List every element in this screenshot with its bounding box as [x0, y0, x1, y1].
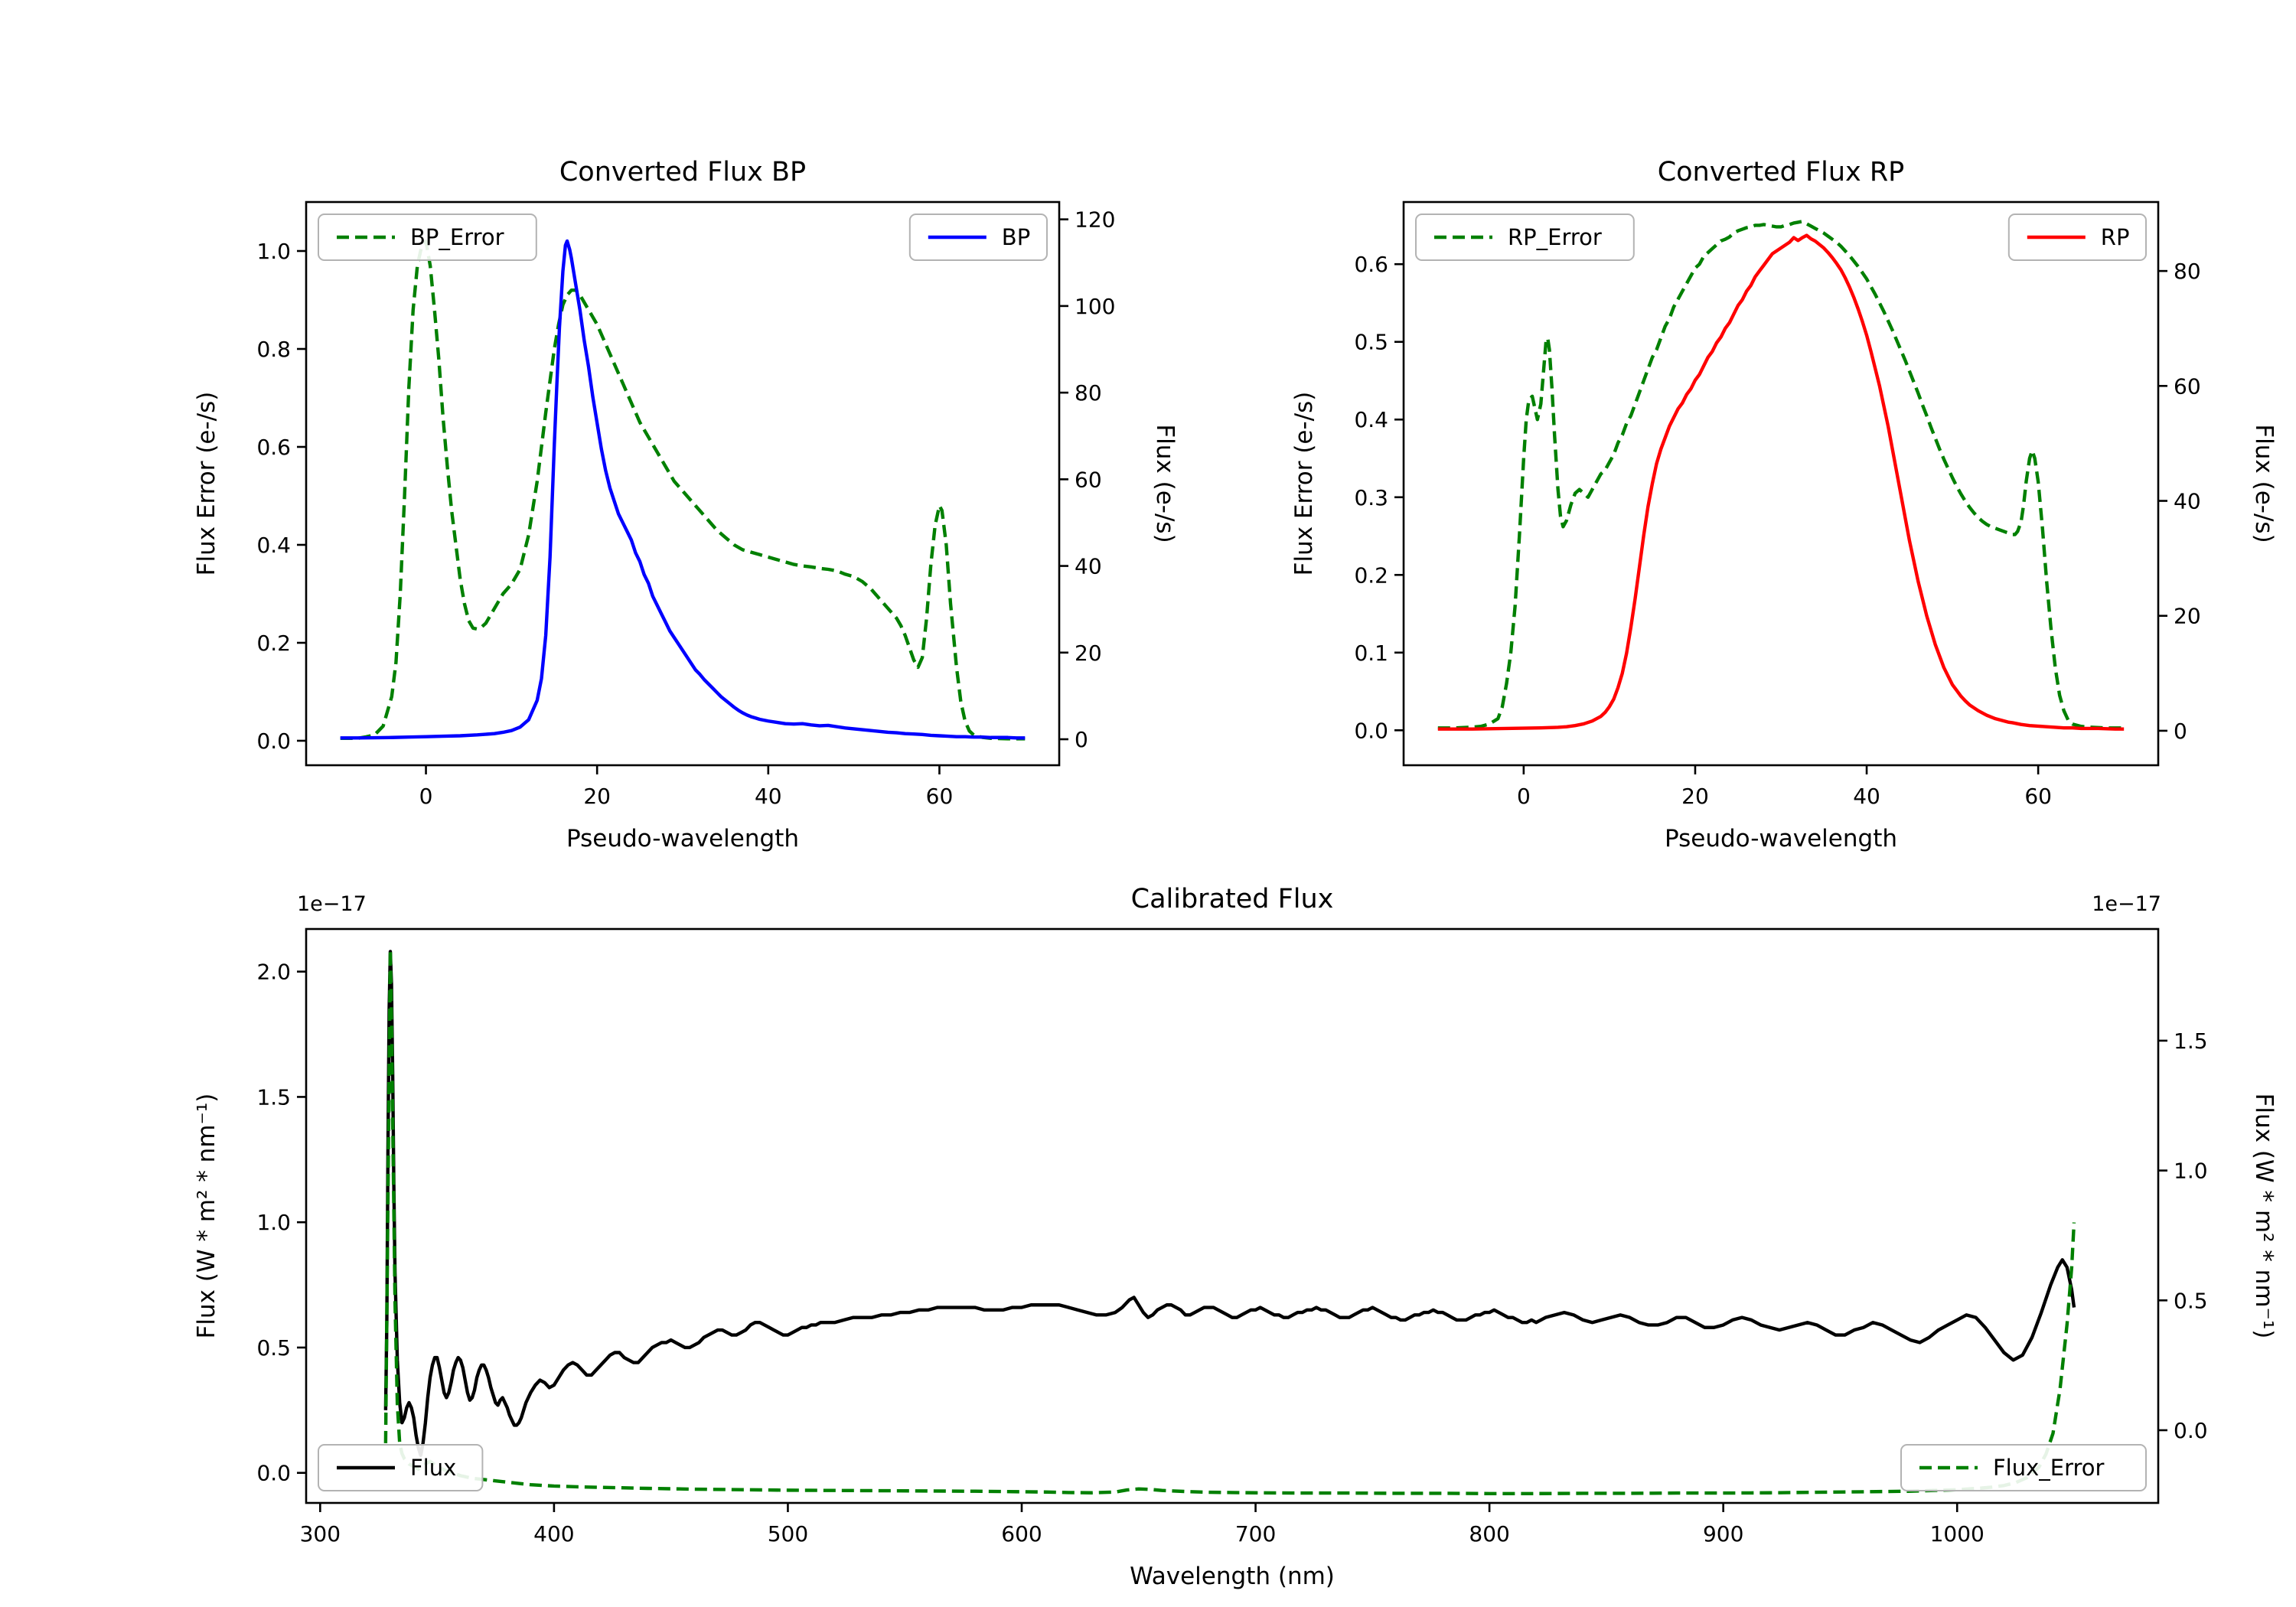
y-left-tick-label: 0.6 — [256, 435, 291, 460]
x-tick-label: 20 — [583, 784, 611, 809]
y-right-axis-label: Flux (e-/s) — [1151, 424, 1179, 543]
y-right-tick-label: 40 — [2174, 489, 2201, 514]
x-tick-label: 0 — [1517, 784, 1531, 809]
rp-line — [1437, 233, 2125, 731]
y-right-tick-label: 0.5 — [2174, 1288, 2208, 1313]
y-right-tick-label: 60 — [2174, 373, 2201, 399]
chart-cal: 300 400 500 600 700 800 900 1000 0.0 0.5 1.0 1.5 2.0… — [193, 884, 2278, 1590]
y-left-tick-label: 2.0 — [256, 960, 291, 985]
x-tick-label: 60 — [2024, 784, 2052, 809]
bp-line — [340, 239, 1026, 740]
y-right-axis-label: Flux (W * m² * nm⁻¹) — [2250, 1094, 2278, 1339]
flux_error-line — [383, 947, 2076, 1495]
legend-label: Flux — [410, 1455, 456, 1481]
legend-label: Flux_Error — [1993, 1455, 2105, 1481]
y-right-tick-label: 40 — [1075, 554, 1102, 579]
y-left-axis-label: Flux (W * m² * nm⁻¹) — [193, 1094, 220, 1339]
legend-label: RP — [2101, 224, 2130, 250]
x-axis-label: Pseudo-wavelength — [1665, 825, 1897, 852]
chart-title: Converted Flux RP — [1658, 157, 1905, 187]
y-right-tick-label: 80 — [1075, 380, 1102, 406]
legend-frame — [318, 1444, 484, 1491]
y-left-tick-label: 0.3 — [1354, 485, 1388, 510]
y-right-axis-label: Flux (e-/s) — [2250, 424, 2278, 543]
x-axis-label: Wavelength (nm) — [1130, 1563, 1335, 1590]
x-axis-label: Pseudo-wavelength — [566, 825, 799, 852]
legend-label: RP_Error — [1508, 224, 1602, 250]
y-right-tick-label: 0 — [2174, 719, 2187, 744]
x-tick-label: 0 — [419, 784, 433, 809]
x-tick-label: 400 — [533, 1521, 574, 1547]
y-right-tick-label: 120 — [1075, 207, 1115, 233]
y-left-tick-label: 0.1 — [1354, 641, 1388, 666]
x-tick-label: 700 — [1235, 1521, 1276, 1547]
y-right-tick-label: 0 — [1075, 727, 1088, 752]
y-left-tick-label: 0.2 — [1354, 562, 1388, 588]
chart-title: Calibrated Flux — [1131, 884, 1334, 914]
legend-frame — [318, 214, 537, 261]
x-tick-label: 600 — [1001, 1521, 1042, 1547]
legend-rp: RP — [2007, 214, 2148, 261]
x-tick-label: 40 — [755, 784, 782, 809]
legend-flux_error: Flux_Error — [1900, 1444, 2147, 1491]
x-tick-label: 900 — [1703, 1521, 1743, 1547]
x-tick-label: 40 — [1853, 784, 1880, 809]
x-tick-label: 1000 — [1930, 1521, 1985, 1547]
y-right-tick-label: 60 — [1075, 467, 1102, 492]
y-right-tick-label: 20 — [1075, 641, 1102, 666]
y-right-tick-label: 1.0 — [2174, 1159, 2208, 1184]
y-left-tick-label: 1.0 — [256, 239, 291, 264]
y-left-tick-label: 0.0 — [1354, 718, 1388, 743]
y-left-tick-label: 0.4 — [256, 533, 291, 558]
y-left-tick-label: 1.5 — [256, 1084, 291, 1110]
flux-line — [383, 950, 2076, 1457]
y-left-tick-label: 0.2 — [256, 631, 291, 656]
bp_error-line — [340, 240, 1026, 741]
x-tick-label: 60 — [926, 784, 954, 809]
y-left-tick-label: 0.0 — [256, 729, 291, 754]
y-right-tick-label: 80 — [2174, 259, 2201, 284]
y-right-tick-label: 100 — [1075, 294, 1115, 319]
legend-label: BP — [1002, 224, 1030, 250]
rp_error-line — [1437, 220, 2125, 730]
legend-frame — [1415, 214, 1635, 261]
legend-flux: Flux — [318, 1444, 484, 1491]
y-left-tick-label: 0.5 — [1354, 330, 1388, 355]
legend-bp_error: BP_Error — [318, 214, 537, 261]
y-right-tick-label: 0.0 — [2174, 1418, 2208, 1443]
y-left-axis-label: Flux Error (e-/s) — [1290, 392, 1318, 576]
x-tick-label: 800 — [1469, 1521, 1509, 1547]
legend-bp: BP — [908, 214, 1049, 261]
x-tick-label: 20 — [1681, 784, 1709, 809]
plot-frame — [305, 200, 1061, 767]
chart-rp: 0 20 40 60 0.0 0.1 0.2 0.3 0.4 0.5 0.6 0 20 40 60 80 Con… — [1290, 157, 2278, 852]
y-left-offset-text: 1e−17 — [297, 892, 367, 916]
y-left-tick-label: 0.6 — [1354, 252, 1388, 277]
plot-frame — [1402, 200, 2160, 767]
x-tick-label: 500 — [768, 1521, 808, 1547]
chart-bp: 0 20 40 60 0.0 0.2 0.4 0.6 0.8 1.0 0 20 40 60 80 100 120… — [193, 157, 1179, 852]
y-left-axis-label: Flux Error (e-/s) — [193, 392, 220, 576]
x-tick-label: 300 — [300, 1521, 341, 1547]
y-left-tick-label: 0.4 — [1354, 407, 1388, 432]
legend-frame — [1900, 1444, 2147, 1491]
y-left-tick-label: 0.0 — [256, 1461, 291, 1486]
y-right-offset-text: 1e−17 — [2092, 892, 2161, 916]
y-right-tick-label: 20 — [2174, 604, 2201, 629]
y-right-tick-label: 1.5 — [2174, 1028, 2208, 1054]
y-left-tick-label: 0.8 — [256, 337, 291, 362]
plot-frame — [305, 927, 2160, 1504]
y-left-tick-label: 0.5 — [256, 1335, 291, 1361]
chart-title: Converted Flux BP — [559, 157, 806, 187]
legend-label: BP_Error — [410, 224, 504, 250]
y-left-tick-label: 1.0 — [256, 1210, 291, 1235]
legend-rp_error: RP_Error — [1415, 214, 1635, 261]
